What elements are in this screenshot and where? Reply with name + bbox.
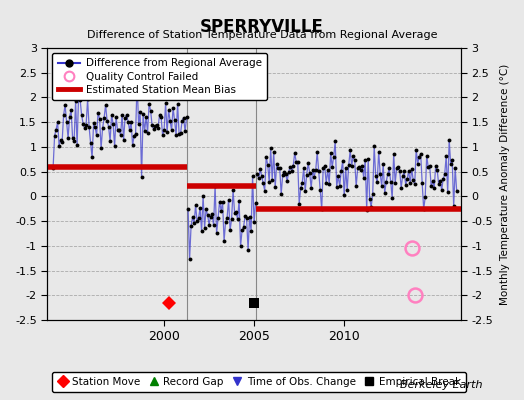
Legend: Station Move, Record Gap, Time of Obs. Change, Empirical Break: Station Move, Record Gap, Time of Obs. C…: [52, 372, 466, 392]
Text: Berkeley Earth: Berkeley Earth: [400, 380, 482, 390]
Text: Difference of Station Temperature Data from Regional Average: Difference of Station Temperature Data f…: [87, 30, 437, 40]
Text: SPERRYVILLE: SPERRYVILLE: [200, 18, 324, 36]
Y-axis label: Monthly Temperature Anomaly Difference (°C): Monthly Temperature Anomaly Difference (…: [500, 63, 510, 305]
